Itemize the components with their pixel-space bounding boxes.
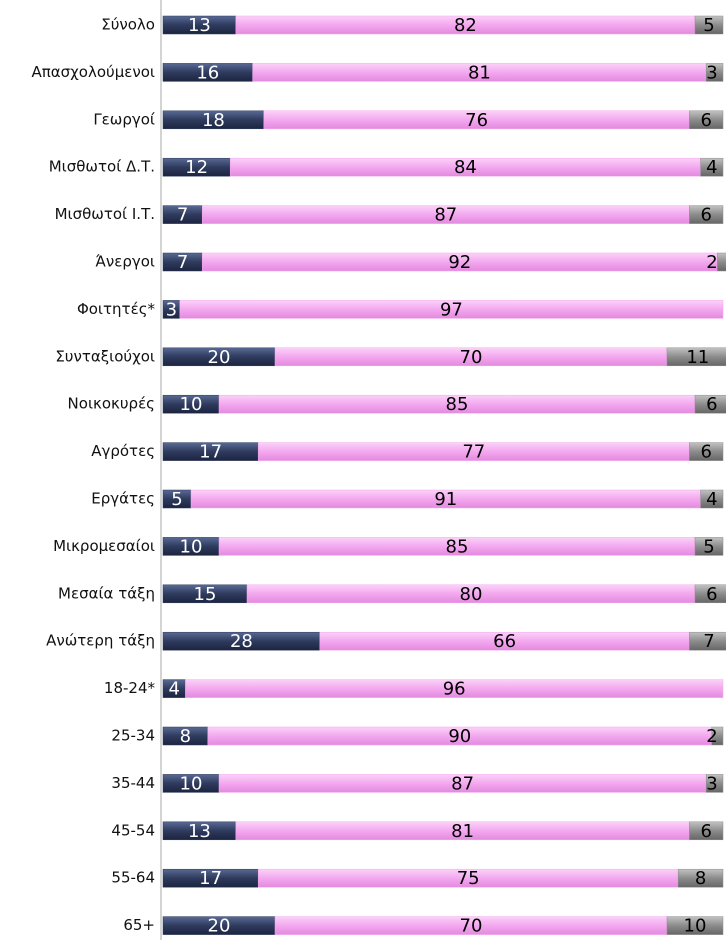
- value-label: 5: [703, 536, 714, 557]
- value-label: 7: [703, 631, 714, 652]
- value-label: 6: [700, 821, 711, 842]
- bar-segment: [185, 679, 724, 698]
- value-label: 2: [706, 726, 717, 747]
- value-label: 28: [230, 631, 253, 652]
- bar-segment: [689, 821, 724, 841]
- category-label: Μεσαία τάξη: [58, 584, 155, 602]
- category-label: Μισθωτοί Δ.Τ.: [49, 158, 155, 176]
- category-label: Συνταξιούχοι: [55, 347, 155, 365]
- bar-segment: [179, 300, 724, 319]
- value-label: 87: [451, 773, 474, 794]
- category-label: 55-64: [111, 869, 155, 887]
- value-label: 4: [706, 157, 717, 178]
- value-label: 82: [454, 15, 477, 36]
- value-label: 7: [177, 252, 188, 273]
- category-label: 25-34: [111, 727, 155, 745]
- value-label: 6: [700, 110, 711, 131]
- value-label: 2: [706, 252, 717, 273]
- category-label: Απασχολούμενοι: [31, 63, 155, 81]
- value-label: 5: [171, 489, 182, 510]
- bar-segment: [689, 442, 724, 461]
- value-label: 77: [462, 442, 485, 463]
- value-label: 92: [448, 252, 471, 273]
- value-label: 3: [706, 62, 717, 83]
- value-label: 84: [454, 157, 477, 178]
- bar-segment: [705, 63, 724, 82]
- value-label: 5: [703, 15, 714, 36]
- value-label: 10: [180, 536, 203, 557]
- value-label: 6: [700, 205, 711, 226]
- bar-segment: [666, 916, 724, 935]
- value-label: 70: [460, 347, 483, 368]
- value-label: 15: [194, 584, 217, 605]
- value-label: 76: [465, 110, 488, 131]
- bar-segment: [705, 774, 724, 793]
- category-label: Νοικοκυρές: [68, 395, 155, 413]
- value-label: 20: [208, 916, 231, 937]
- value-label: 4: [706, 489, 717, 510]
- value-label: 3: [706, 773, 717, 794]
- bar-segment: [711, 726, 724, 746]
- bar-segment: [689, 631, 726, 651]
- value-label: 13: [188, 15, 211, 36]
- value-label: 8: [695, 868, 706, 889]
- value-label: 10: [180, 773, 203, 794]
- value-label: 6: [700, 442, 711, 463]
- value-label: 97: [440, 299, 463, 320]
- value-label: 13: [188, 821, 211, 842]
- category-label: Γεωργοί: [93, 110, 155, 128]
- value-label: 4: [168, 679, 179, 700]
- value-label: 17: [199, 868, 222, 889]
- value-label: 70: [460, 916, 483, 937]
- value-label: 6: [706, 394, 717, 415]
- value-label: 85: [446, 394, 469, 415]
- bar-segment: [717, 252, 726, 272]
- category-label: Σύνολο: [101, 16, 155, 34]
- value-label: 96: [443, 679, 466, 700]
- category-label: Ανώτερη τάξη: [46, 632, 155, 650]
- bar-segment: [700, 157, 724, 177]
- category-label: Μισθωτοί Ι.Τ.: [55, 205, 155, 223]
- category-label: 18-24*: [104, 679, 156, 697]
- bar-segment: [677, 868, 724, 888]
- category-label: Εργάτες: [91, 490, 155, 508]
- bar-segment: [694, 584, 726, 604]
- value-label: 6: [706, 584, 717, 605]
- value-label: 10: [180, 394, 203, 415]
- value-label: 90: [448, 726, 471, 747]
- value-label: 10: [684, 916, 707, 937]
- value-label: 3: [166, 299, 177, 320]
- bar-segment: [694, 15, 724, 35]
- bar-segment: [666, 347, 726, 367]
- value-label: 11: [686, 347, 709, 368]
- category-label: 35-44: [111, 774, 155, 792]
- value-label: 81: [451, 821, 474, 842]
- bar-segment: [700, 489, 724, 509]
- value-label: 16: [196, 62, 219, 83]
- category-label: Μικρομεσαίοι: [53, 537, 155, 555]
- value-label: 8: [180, 726, 191, 747]
- value-label: 17: [199, 442, 222, 463]
- category-label: Αγρότες: [91, 442, 155, 460]
- value-label: 20: [208, 347, 231, 368]
- bar-segment: [694, 537, 724, 556]
- value-label: 18: [202, 110, 225, 131]
- value-label: 7: [177, 205, 188, 226]
- value-label: 66: [493, 631, 516, 652]
- value-label: 87: [434, 205, 457, 226]
- value-label: 12: [185, 157, 208, 178]
- value-label: 91: [434, 489, 457, 510]
- value-label: 75: [457, 868, 480, 889]
- value-label: 80: [460, 584, 483, 605]
- category-label: 65+: [123, 916, 155, 934]
- value-label: 81: [468, 62, 491, 83]
- category-label: Φοιτητές*: [77, 300, 156, 318]
- bar-segment: [689, 110, 724, 130]
- value-label: 85: [446, 536, 469, 557]
- bar-segment: [689, 205, 724, 224]
- bar-segment: [694, 394, 726, 414]
- category-label: Άνεργοι: [95, 253, 155, 271]
- category-label: 45-54: [111, 821, 155, 839]
